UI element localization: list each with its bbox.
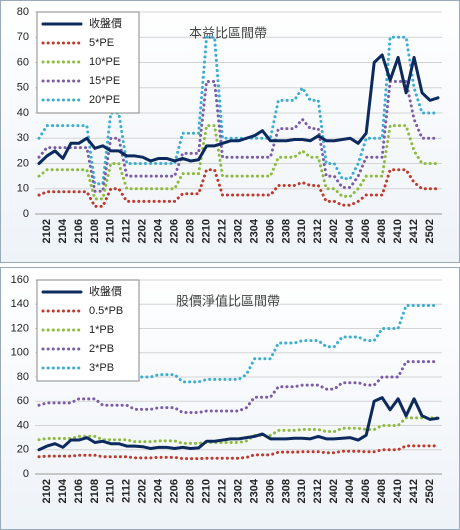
x-tick-label: 2310 xyxy=(296,479,308,503)
y-tick-label: 120 xyxy=(11,322,29,334)
chart-title: 股價淨值比區間帶 xyxy=(176,293,280,308)
x-tick-label: 2306 xyxy=(264,479,276,503)
y-tick-label: 10 xyxy=(17,183,29,195)
x-tick-label: 2206 xyxy=(169,219,181,243)
legend-label: 3*PB xyxy=(89,362,114,374)
x-tick-label: 2308 xyxy=(280,479,292,503)
x-tick-label: 2108 xyxy=(89,219,101,243)
x-tick-label: 2206 xyxy=(169,479,181,503)
series-line xyxy=(37,444,440,461)
x-tick-label: 2402 xyxy=(328,479,340,503)
x-tick-label: 2208 xyxy=(185,479,197,503)
y-tick-label: 0 xyxy=(23,208,29,220)
x-tick-label: 2410 xyxy=(392,479,404,503)
y-tick-label: 40 xyxy=(17,419,29,431)
x-tick-label: 2310 xyxy=(296,219,308,243)
legend-label: 收盤價 xyxy=(89,16,122,30)
x-tick-label: 2412 xyxy=(408,479,420,503)
legend-label: 15*PE xyxy=(89,75,120,87)
x-tick-label: 2212 xyxy=(216,219,228,243)
y-tick-label: 30 xyxy=(17,132,29,144)
x-tick-label: 2110 xyxy=(105,479,117,503)
x-tick-label: 2106 xyxy=(73,479,85,503)
series-line xyxy=(37,396,440,452)
x-tick-label: 2202 xyxy=(137,479,149,503)
legend-label: 1*PB xyxy=(89,324,114,336)
x-tick-label: 2304 xyxy=(248,218,260,243)
x-tick-label: 2104 xyxy=(57,478,69,503)
series-line xyxy=(37,168,440,208)
x-tick-label: 2112 xyxy=(121,219,133,243)
x-tick-label: 2306 xyxy=(264,219,276,243)
x-tick-label: 2208 xyxy=(185,219,197,243)
series-line xyxy=(37,79,440,193)
series-line xyxy=(37,124,440,201)
x-tick-label: 2302 xyxy=(232,479,244,503)
x-tick-label: 2110 xyxy=(105,219,117,243)
x-tick-label: 2408 xyxy=(376,219,388,243)
x-tick-label: 2412 xyxy=(408,219,420,243)
y-tick-label: 100 xyxy=(11,347,29,359)
legend-label: 10*PE xyxy=(89,56,120,68)
legend-label: 20*PE xyxy=(89,94,120,106)
x-tick-label: 2204 xyxy=(153,218,165,243)
x-tick-label: 2202 xyxy=(137,219,149,243)
x-tick-label: 2210 xyxy=(200,219,212,243)
x-tick-label: 2112 xyxy=(121,479,133,503)
y-tick-label: 50 xyxy=(17,82,29,94)
y-tick-label: 70 xyxy=(17,31,29,43)
y-tick-label: 80 xyxy=(17,371,29,383)
x-tick-label: 2312 xyxy=(312,219,324,243)
y-tick-label: 60 xyxy=(17,395,29,407)
y-tick-label: 140 xyxy=(11,298,29,310)
x-tick-label: 2408 xyxy=(376,479,388,503)
x-tick-label: 2104 xyxy=(57,218,69,243)
x-tick-label: 2402 xyxy=(328,219,340,243)
x-tick-label: 2312 xyxy=(312,479,324,503)
x-tick-label: 2502 xyxy=(424,219,436,243)
x-tick-label: 2106 xyxy=(73,219,85,243)
chart-title: 本益比區間帶 xyxy=(189,25,267,40)
x-tick-label: 2502 xyxy=(424,479,436,503)
x-tick-label: 2406 xyxy=(360,219,372,243)
series-line xyxy=(37,53,440,165)
x-tick-label: 2308 xyxy=(280,219,292,243)
legend-label: 收盤價 xyxy=(89,284,122,298)
series-line xyxy=(37,360,440,415)
x-tick-label: 2410 xyxy=(392,219,404,243)
x-tick-label: 2404 xyxy=(344,478,356,503)
x-tick-label: 2204 xyxy=(153,478,165,503)
y-tick-label: 0 xyxy=(23,468,29,480)
x-tick-label: 2406 xyxy=(360,479,372,503)
legend-label: 5*PE xyxy=(89,37,114,49)
y-tick-label: 60 xyxy=(17,56,29,68)
y-tick-label: 40 xyxy=(17,107,29,119)
x-tick-label: 2212 xyxy=(216,479,228,503)
y-tick-label: 20 xyxy=(17,444,29,456)
x-tick-label: 2404 xyxy=(344,218,356,243)
y-tick-label: 80 xyxy=(17,6,29,18)
x-tick-label: 2102 xyxy=(41,479,53,503)
x-tick-label: 2210 xyxy=(200,479,212,503)
legend-label: 0.5*PB xyxy=(89,305,123,317)
y-tick-label: 160 xyxy=(11,274,29,286)
x-tick-label: 2302 xyxy=(232,219,244,243)
series-line xyxy=(37,416,440,445)
legend-label: 2*PB xyxy=(89,343,114,355)
legend-box xyxy=(36,279,140,382)
x-tick-label: 2102 xyxy=(41,219,53,243)
x-tick-label: 2108 xyxy=(89,479,101,503)
y-tick-label: 20 xyxy=(17,157,29,169)
x-tick-label: 2304 xyxy=(248,478,260,503)
